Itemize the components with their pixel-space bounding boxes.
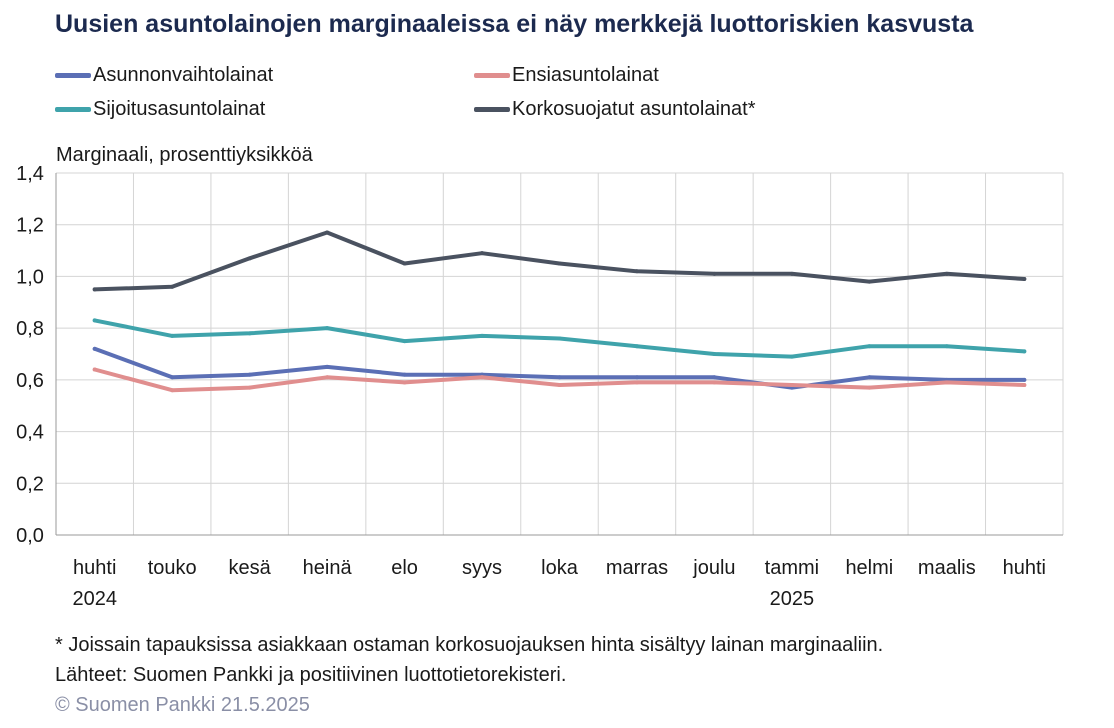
data-point [92,318,97,323]
data-point [634,380,639,385]
legend-label: Asunnonvaihtolainat [93,64,274,86]
data-point [92,346,97,351]
legend-item-korkosuojatut: Korkosuojatut asuntolainat* [474,98,756,121]
x-tick-label: helmi [845,557,893,579]
x-tick-label: huhti [73,557,116,579]
y-tick-label: 1,4 [16,163,44,185]
data-point [480,333,485,338]
data-point [634,344,639,349]
data-point [867,279,872,284]
x-tick-label: elo [391,557,418,579]
data-point [867,344,872,349]
data-point [867,385,872,390]
x-tick-label: joulu [692,557,735,579]
data-point [170,333,175,338]
data-point [402,380,407,385]
data-point [1022,349,1027,354]
data-point [634,269,639,274]
data-point [247,385,252,390]
legend-label: Korkosuojatut asuntolainat* [512,98,756,120]
legend-label: Sijoitusasuntolainat [93,98,266,120]
y-tick-label: 0,8 [16,318,44,340]
data-point [789,271,794,276]
data-point [944,344,949,349]
data-point [634,375,639,380]
data-point [867,375,872,380]
data-point [247,256,252,261]
data-point [557,375,562,380]
x-year-label: 2024 [72,588,117,610]
y-axis-label: Marginaali, prosenttiyksikköä [56,144,313,166]
data-point [92,287,97,292]
series-line-4 [92,230,1027,292]
x-tick-label: touko [148,557,197,579]
data-point [402,339,407,344]
data-point [402,372,407,377]
y-tick-label: 0,6 [16,370,44,392]
data-point [712,380,717,385]
x-tick-label: heinä [303,557,353,579]
data-point [402,261,407,266]
series-line-1 [92,346,1027,390]
data-point [325,326,330,331]
legend-swatch [55,73,91,78]
data-point [92,367,97,372]
data-point [480,251,485,256]
data-point [557,261,562,266]
legend-swatch [474,73,510,78]
source-note: Lähteet: Suomen Pankki ja positiivinen l… [55,664,567,686]
x-tick-label: kesä [229,557,272,579]
x-tick-label: tammi [765,557,819,579]
data-point [557,336,562,341]
data-point [557,383,562,388]
data-point [325,230,330,235]
data-point [712,352,717,356]
footnote: * Joissain tapauksissa asiakkaan ostaman… [55,634,884,656]
data-point [170,388,175,393]
data-point [944,271,949,276]
copyright: © Suomen Pankki 21.5.2025 [55,694,310,716]
y-tick-label: 0,4 [16,422,44,444]
chart-title: Uusien asuntolainojen marginaaleissa ei … [55,10,974,38]
data-point [480,375,485,380]
data-point [1022,377,1027,382]
y-tick-label: 0,0 [16,525,44,547]
data-point [247,372,252,377]
legend-item-asunnonvaihtolainat: Asunnonvaihtolainat [55,64,273,87]
legend-item-ensiasuntolainat: Ensiasuntolainat [474,64,659,87]
x-tick-label: maalis [918,557,976,579]
x-tick-label: syys [462,557,502,579]
x-year-label: 2025 [770,588,815,610]
x-tick-label: loka [541,557,579,579]
data-point [325,364,330,369]
data-point [170,284,175,289]
x-tick-label: marras [606,557,668,579]
legend-label: Ensiasuntolainat [512,64,659,86]
data-point [712,271,717,276]
data-point [712,375,717,380]
data-point [325,375,330,380]
data-point [789,354,794,359]
y-tick-label: 0,2 [16,473,44,495]
data-point [1022,277,1027,282]
data-point [247,331,252,336]
legend-swatch [55,107,91,112]
data-point [789,383,794,388]
data-point [944,380,949,385]
x-tick-label: huhti [1003,557,1046,579]
y-tick-label: 1,0 [16,266,44,288]
data-point [170,375,175,380]
y-tick-label: 1,2 [16,215,44,237]
legend-swatch [474,107,510,112]
legend-item-sijoitusasuntolainat: Sijoitusasuntolainat [55,98,265,121]
data-point [1022,383,1027,388]
